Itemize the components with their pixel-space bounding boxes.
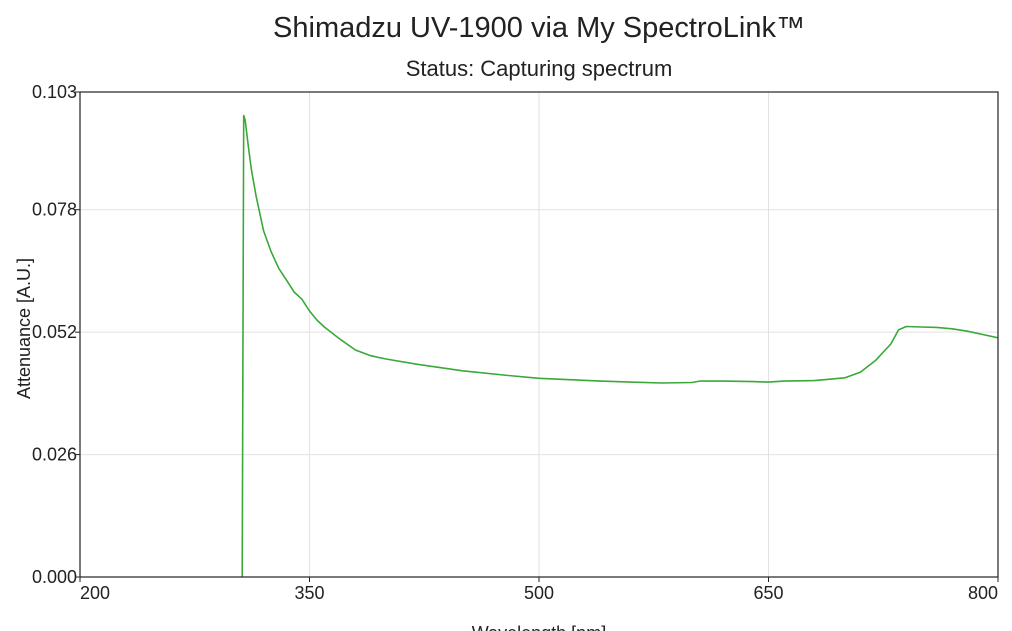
chart-subtitle: Status: Capturing spectrum	[405, 56, 673, 81]
series-layer	[241, 114, 999, 578]
chart-title: Shimadzu UV-1900 via My SpectroLink™	[273, 12, 805, 44]
y-tick-label: 0.000	[32, 567, 77, 587]
y-tick-label: 0.052	[32, 322, 77, 342]
x-axis-label: Wavelength [nm]	[472, 623, 606, 631]
x-tick-label: 650	[753, 583, 783, 603]
y-tick-label: 0.103	[32, 82, 77, 102]
x-tick-label: 350	[294, 583, 324, 603]
y-tick-label: 0.026	[32, 445, 77, 465]
x-tick-label: 800	[968, 583, 998, 603]
series-line	[241, 114, 999, 578]
y-tick-labels: 0.000 0.026 0.052 0.078 0.103	[32, 82, 80, 587]
y-axis-label: Attenuance [A.U.]	[14, 258, 34, 399]
x-tick-labels: 200 350 500 650 800	[79, 577, 999, 603]
x-tick-label: 500	[524, 583, 554, 603]
y-tick-label: 0.078	[32, 200, 77, 220]
grid-lines	[80, 92, 998, 577]
x-tick-label: 200	[80, 583, 110, 603]
